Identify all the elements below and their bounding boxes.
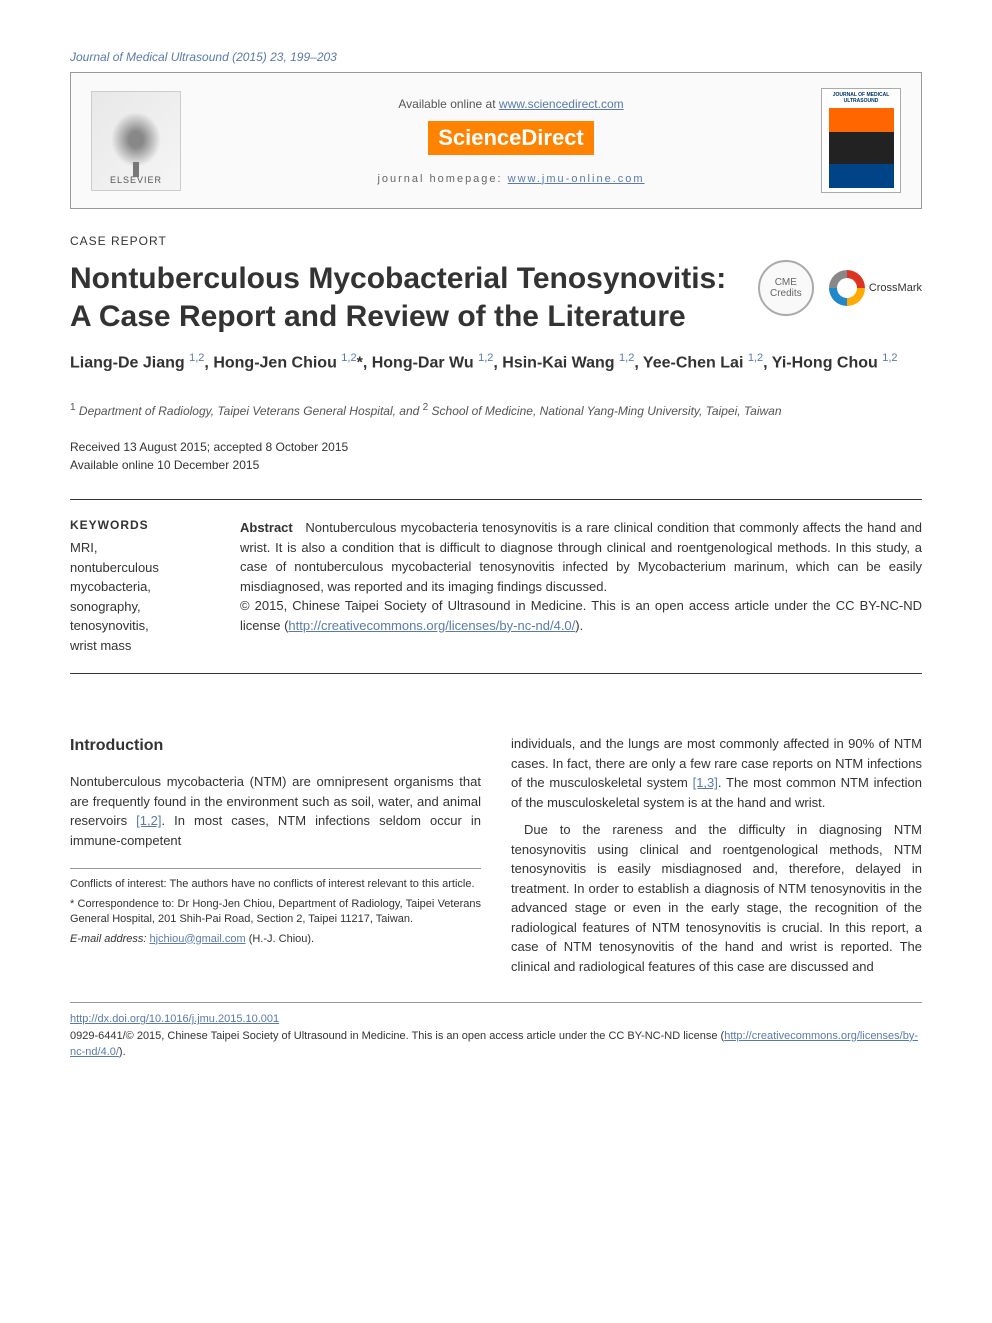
keywords-heading: KEYWORDS <box>70 518 210 532</box>
footer: http://dx.doi.org/10.1016/j.jmu.2015.10.… <box>70 1002 922 1061</box>
doi-link[interactable]: http://dx.doi.org/10.1016/j.jmu.2015.10.… <box>70 1013 279 1025</box>
left-column: Introduction Nontuberculous mycobacteria… <box>70 734 481 984</box>
col2-p1: individuals, and the lungs are most comm… <box>511 734 922 812</box>
online-date: Available online 10 December 2015 <box>70 456 922 474</box>
crossmark-text: CrossMark <box>869 282 922 294</box>
journal-cover-thumbnail: JOURNAL OF MEDICAL ULTRASOUND <box>821 88 901 193</box>
email-note: E-mail address: hjchiou@gmail.com (H.-J.… <box>70 932 481 947</box>
ref-link-1-2[interactable]: [1,2] <box>136 813 161 828</box>
received-accepted-date: Received 13 August 2015; accepted 8 Octo… <box>70 438 922 456</box>
email-link[interactable]: hjchiou@gmail.com <box>149 933 245 945</box>
abstract-column: Abstract Nontuberculous mycobacteria ten… <box>240 518 922 655</box>
badges-row: CME Credits CrossMark <box>758 260 922 316</box>
body-columns: Introduction Nontuberculous mycobacteria… <box>70 734 922 984</box>
abstract-text: Nontuberculous mycobacteria tenosynoviti… <box>240 520 922 594</box>
right-column: individuals, and the lungs are most comm… <box>511 734 922 984</box>
journal-reference: Journal of Medical Ultrasound (2015) 23,… <box>70 50 922 64</box>
publication-dates: Received 13 August 2015; accepted 8 Octo… <box>70 438 922 474</box>
license-link[interactable]: http://creativecommons.org/licenses/by-n… <box>288 618 575 633</box>
email-label: E-mail address: <box>70 933 149 945</box>
abstract-copyright-end: ). <box>575 618 583 633</box>
available-online-text: Available online at www.sciencedirect.co… <box>201 97 821 111</box>
col2-p2: Due to the rareness and the difficulty i… <box>511 820 922 976</box>
crossmark-icon <box>829 270 865 306</box>
authors: Liang-De Jiang 1,2, Hong-Jen Chiou 1,2*,… <box>70 350 922 375</box>
elsevier-logo: ELSEVIER <box>91 91 181 191</box>
cover-title: JOURNAL OF MEDICAL ULTRASOUND <box>826 93 896 104</box>
homepage-label: journal homepage: <box>377 173 507 185</box>
keywords-column: KEYWORDS MRI, nontuberculous mycobacteri… <box>70 518 210 655</box>
header-center: Available online at www.sciencedirect.co… <box>201 97 821 185</box>
footer-copyright-b: ). <box>119 1046 126 1058</box>
article-title: Nontuberculous Mycobacterial Tenosynovit… <box>70 260 738 335</box>
homepage-link[interactable]: www.jmu-online.com <box>508 173 645 185</box>
footer-copyright-a: 0929-6441/© 2015, Chinese Taipei Society… <box>70 1030 724 1042</box>
header-box: ELSEVIER Available online at www.science… <box>70 72 922 209</box>
keywords-list: MRI, nontuberculous mycobacteria, sonogr… <box>70 538 210 655</box>
ref-link-1-3[interactable]: [1,3] <box>693 775 718 790</box>
footnotes: Conflicts of interest: The authors have … <box>70 868 481 947</box>
affiliations: 1 Department of Radiology, Taipei Vetera… <box>70 400 922 420</box>
elsevier-tree-icon <box>111 112 161 167</box>
cme-line1: CME <box>775 277 797 288</box>
cme-line2: Credits <box>770 288 802 299</box>
sciencedirect-logo: ScienceDirect <box>428 121 594 155</box>
cover-image-icon <box>829 108 894 188</box>
keywords-abstract-box: KEYWORDS MRI, nontuberculous mycobacteri… <box>70 499 922 674</box>
article-type: CASE REPORT <box>70 234 922 248</box>
crossmark-badge[interactable]: CrossMark <box>829 260 922 316</box>
abstract-label: Abstract <box>240 520 293 535</box>
journal-homepage: journal homepage: www.jmu-online.com <box>201 173 821 185</box>
sciencedirect-link[interactable]: www.sciencedirect.com <box>499 97 624 111</box>
email-name: (H.-J. Chiou). <box>246 933 314 945</box>
conflicts-note: Conflicts of interest: The authors have … <box>70 877 481 892</box>
correspondence-note: * Correspondence to: Dr Hong-Jen Chiou, … <box>70 897 481 928</box>
intro-heading: Introduction <box>70 734 481 758</box>
cme-credits-badge[interactable]: CME Credits <box>758 260 814 316</box>
available-label: Available online at <box>398 97 499 111</box>
footer-copyright: 0929-6441/© 2015, Chinese Taipei Society… <box>70 1028 922 1061</box>
intro-paragraph: Nontuberculous mycobacteria (NTM) are om… <box>70 772 481 850</box>
